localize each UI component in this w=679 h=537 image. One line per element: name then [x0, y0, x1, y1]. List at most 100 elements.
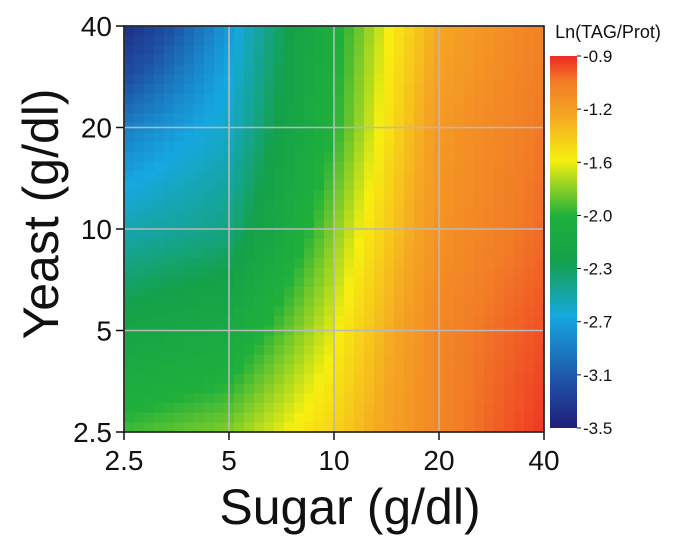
heatmap-cell — [424, 316, 435, 327]
heatmap-cell — [384, 383, 395, 394]
heatmap-cell — [384, 403, 395, 414]
heatmap-cell — [184, 306, 195, 317]
heatmap-cell — [364, 412, 375, 423]
heatmap-cell — [324, 277, 335, 288]
heatmap-cell — [194, 132, 205, 143]
heatmap-cell — [154, 229, 165, 240]
heatmap-cell — [314, 45, 325, 56]
heatmap-cell — [234, 93, 245, 104]
heatmap-cell — [234, 296, 245, 307]
heatmap-cell — [324, 374, 335, 385]
heatmap-cell — [524, 132, 535, 143]
heatmap-cell — [124, 364, 135, 375]
heatmap-cell — [444, 412, 455, 423]
heatmap-cell — [304, 35, 315, 46]
heatmap-cell — [124, 267, 135, 278]
heatmap-cell — [234, 161, 245, 172]
heatmap-cell — [474, 374, 485, 385]
heatmap-cell — [284, 229, 295, 240]
heatmap-cell — [234, 180, 245, 191]
heatmap-cell — [534, 55, 544, 66]
heatmap-cell — [204, 74, 215, 85]
heatmap-cell — [164, 93, 175, 104]
heatmap-cell — [514, 64, 525, 75]
heatmap-cell — [324, 55, 335, 66]
heatmap-cell — [234, 287, 245, 298]
heatmap-cell — [454, 316, 465, 327]
heatmap-cell — [524, 267, 535, 278]
heatmap-cell — [444, 161, 455, 172]
colorbar-gradient — [550, 56, 577, 428]
heatmap-cell — [404, 287, 415, 298]
heatmap-cell — [264, 26, 275, 37]
heatmap-cell — [354, 287, 365, 298]
heatmap-cell — [244, 354, 255, 365]
heatmap-cell — [514, 45, 525, 56]
heatmap-cell — [494, 45, 505, 56]
heatmap-cell — [414, 248, 425, 259]
heatmap-cell — [194, 74, 205, 85]
heatmap-cell — [344, 335, 355, 346]
heatmap-cell — [144, 296, 155, 307]
heatmap-cell — [124, 316, 135, 327]
heatmap-cell — [444, 74, 455, 85]
heatmap-cell — [244, 74, 255, 85]
heatmap-cell — [394, 287, 405, 298]
heatmap-cell — [534, 364, 544, 375]
heatmap-cell — [234, 132, 245, 143]
heatmap-cell — [214, 190, 225, 201]
heatmap-cell — [214, 335, 225, 346]
heatmap-cell — [374, 306, 385, 317]
heatmap-cell — [244, 296, 255, 307]
heatmap-cell — [494, 103, 505, 114]
heatmap-cell — [524, 26, 535, 37]
heatmap-cell — [374, 296, 385, 307]
heatmap-cell — [144, 55, 155, 66]
heatmap-cell — [504, 103, 515, 114]
heatmap-cell — [204, 45, 215, 56]
heatmap-cell — [244, 190, 255, 201]
heatmap-cell — [154, 296, 165, 307]
heatmap-cell — [534, 383, 544, 394]
heatmap-cell — [424, 142, 435, 153]
heatmap-cell — [164, 306, 175, 317]
heatmap-cell — [154, 132, 165, 143]
heatmap-cell — [274, 142, 285, 153]
heatmap-cell — [364, 335, 375, 346]
heatmap-cell — [184, 258, 195, 269]
heatmap-cell — [324, 229, 335, 240]
heatmap-cell — [184, 296, 195, 307]
heatmap-cell — [294, 403, 305, 414]
heatmap-cell — [274, 393, 285, 404]
heatmap-cell — [234, 335, 245, 346]
heatmap-cell — [384, 229, 395, 240]
heatmap-cell — [514, 35, 525, 46]
heatmap-cell — [474, 277, 485, 288]
heatmap-cell — [444, 296, 455, 307]
heatmap-cell — [534, 45, 544, 56]
heatmap-cell — [124, 64, 135, 75]
heatmap-cell — [474, 296, 485, 307]
heatmap-cell — [384, 306, 395, 317]
heatmap-cell — [174, 74, 185, 85]
heatmap-cell — [164, 393, 175, 404]
heatmap-cell — [494, 142, 505, 153]
heatmap-cell — [454, 335, 465, 346]
heatmap-cell — [274, 345, 285, 356]
heatmap-cell — [514, 267, 525, 278]
heatmap-cell — [474, 345, 485, 356]
heatmap-cell — [474, 403, 485, 414]
heatmap-cell — [204, 64, 215, 75]
heatmap-cell — [154, 393, 165, 404]
heatmap-cell — [294, 190, 305, 201]
heatmap-cell — [124, 229, 135, 240]
heatmap-cell — [344, 374, 355, 385]
heatmap-cell — [294, 412, 305, 423]
heatmap-cell — [484, 132, 495, 143]
heatmap-cell — [354, 306, 365, 317]
heatmap-cell — [274, 171, 285, 182]
heatmap-cell — [394, 393, 405, 404]
heatmap-cell — [274, 161, 285, 172]
heatmap-cell — [244, 229, 255, 240]
heatmap-cell — [334, 45, 345, 56]
